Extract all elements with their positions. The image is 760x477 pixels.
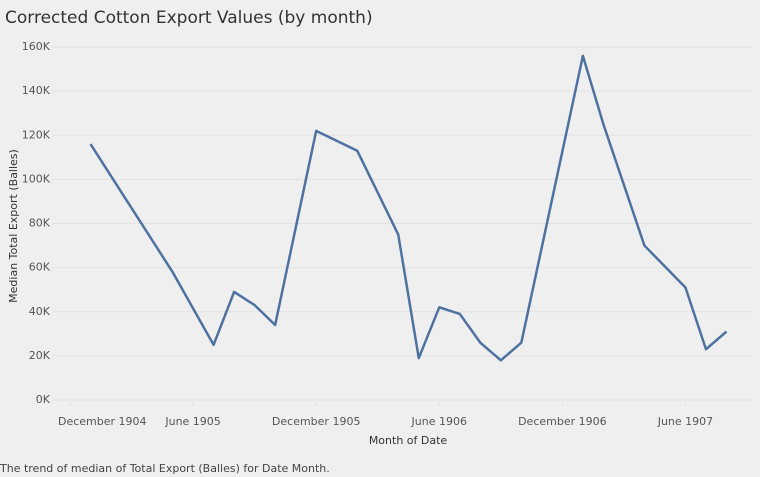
- y-tick-label: 100K: [22, 172, 51, 185]
- x-tick-label: December 1905: [272, 415, 361, 428]
- y-tick-label: 140K: [22, 84, 51, 97]
- x-tick-label: June 1906: [411, 415, 467, 428]
- y-tick-label: 40K: [29, 305, 51, 318]
- x-tick-label: June 1907: [657, 415, 713, 428]
- line-series: [89, 54, 728, 362]
- x-axis-title: Month of Date: [369, 434, 448, 447]
- x-tick-label: December 1906: [518, 415, 607, 428]
- y-tick-label: 120K: [22, 128, 51, 141]
- chart-title: Corrected Cotton Export Values (by month…: [5, 8, 373, 28]
- y-tick-label: 160K: [22, 40, 51, 53]
- x-tick-label: December 1904: [58, 415, 147, 428]
- y-tick-label: 80K: [29, 217, 51, 230]
- x-tick-label: June 1905: [164, 415, 220, 428]
- y-tick-label: 20K: [29, 349, 51, 362]
- y-tick-label: 0K: [36, 393, 51, 406]
- y-tick-label: 60K: [29, 261, 51, 274]
- y-axis-title: Median Total Export (Balles): [7, 149, 20, 303]
- caption: The trend of median of Total Export (Bal…: [0, 462, 330, 475]
